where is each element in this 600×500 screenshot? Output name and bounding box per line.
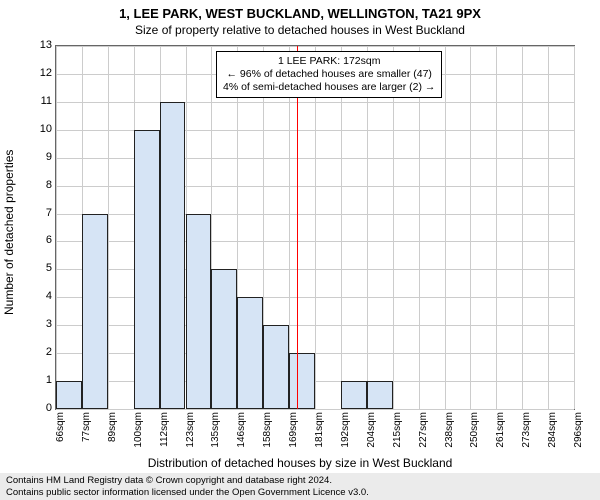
annotation-callout: 1 LEE PARK: 172sqm← 96% of detached hous…: [216, 51, 442, 98]
annotation-line-1: 1 LEE PARK: 172sqm: [223, 55, 435, 68]
y-tick-label: 12: [28, 67, 52, 79]
y-tick-label: 9: [28, 151, 52, 163]
x-tick-label: 296sqm: [573, 412, 584, 452]
histogram-bar: [341, 381, 367, 409]
gridline-v: [56, 46, 57, 409]
x-tick-label: 135sqm: [210, 412, 221, 452]
annotation-line-2: ← 96% of detached houses are smaller (47…: [223, 68, 435, 81]
x-tick-label: 158sqm: [262, 412, 273, 452]
x-tick-label: 123sqm: [185, 412, 196, 452]
chart-title-main: 1, LEE PARK, WEST BUCKLAND, WELLINGTON, …: [0, 0, 600, 21]
y-tick-label: 6: [28, 234, 52, 246]
gridline-v: [393, 46, 394, 409]
y-tick-label: 8: [28, 179, 52, 191]
histogram-bar: [56, 381, 82, 409]
x-tick-label: 215sqm: [392, 412, 403, 452]
y-tick-label: 0: [28, 402, 52, 414]
x-tick-label: 169sqm: [288, 412, 299, 452]
gridline-v: [548, 46, 549, 409]
footer-line-1: Contains HM Land Registry data © Crown c…: [6, 475, 594, 486]
histogram-bar: [237, 297, 263, 409]
x-tick-label: 238sqm: [444, 412, 455, 452]
histogram-bar: [263, 325, 289, 409]
gridline-v: [496, 46, 497, 409]
gridline-v: [367, 46, 368, 409]
x-tick-label: 100sqm: [133, 412, 144, 452]
x-tick-label: 227sqm: [418, 412, 429, 452]
y-tick-label: 13: [28, 39, 52, 51]
x-tick-label: 146sqm: [236, 412, 247, 452]
y-tick-label: 2: [28, 346, 52, 358]
gridline-v: [470, 46, 471, 409]
footer-line-2: Contains public sector information licen…: [6, 487, 594, 498]
y-tick-label: 1: [28, 374, 52, 386]
histogram-bar: [82, 214, 108, 409]
x-tick-label: 66sqm: [55, 412, 66, 452]
y-tick-label: 7: [28, 207, 52, 219]
histogram-bar: [134, 130, 160, 409]
x-axis-label: Distribution of detached houses by size …: [0, 456, 600, 470]
y-tick-label: 11: [28, 95, 52, 107]
x-tick-label: 284sqm: [547, 412, 558, 452]
x-tick-label: 261sqm: [495, 412, 506, 452]
gridline-v: [445, 46, 446, 409]
y-tick-label: 5: [28, 262, 52, 274]
gridline-v: [108, 46, 109, 409]
histogram-bar: [367, 381, 393, 409]
gridline-v: [419, 46, 420, 409]
annotation-line-3: 4% of semi-detached houses are larger (2…: [223, 81, 435, 94]
histogram-bar: [186, 214, 212, 409]
x-tick-label: 204sqm: [366, 412, 377, 452]
gridline-h: [56, 409, 574, 410]
chart-title-sub: Size of property relative to detached ho…: [0, 21, 600, 37]
histogram-bar: [211, 269, 237, 409]
gridline-v: [522, 46, 523, 409]
histogram-bar: [160, 102, 186, 409]
x-tick-label: 181sqm: [314, 412, 325, 452]
gridline-v: [315, 46, 316, 409]
x-tick-label: 89sqm: [107, 412, 118, 452]
chart-plot-area: 1 LEE PARK: 172sqm← 96% of detached hous…: [55, 45, 575, 410]
y-tick-label: 10: [28, 123, 52, 135]
property-marker-line: [297, 46, 299, 409]
y-tick-label: 3: [28, 318, 52, 330]
x-tick-label: 250sqm: [469, 412, 480, 452]
footer-attribution: Contains HM Land Registry data © Crown c…: [0, 473, 600, 500]
histogram-bar: [289, 353, 315, 409]
x-tick-label: 192sqm: [340, 412, 351, 452]
x-tick-label: 77sqm: [81, 412, 92, 452]
gridline-v: [574, 46, 575, 409]
y-tick-label: 4: [28, 290, 52, 302]
gridline-v: [341, 46, 342, 409]
x-tick-label: 273sqm: [521, 412, 532, 452]
x-tick-label: 112sqm: [159, 412, 170, 452]
